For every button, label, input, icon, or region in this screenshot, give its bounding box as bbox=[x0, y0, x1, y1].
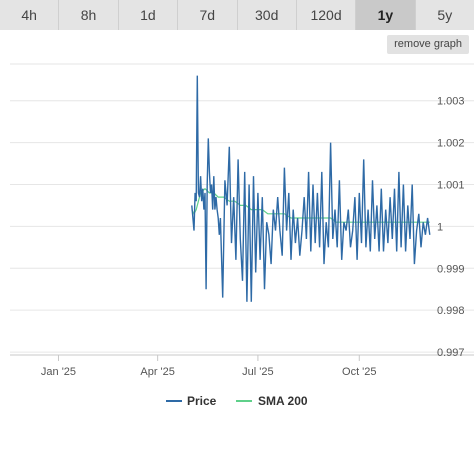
tab-1d[interactable]: 1d bbox=[118, 0, 179, 30]
x-tick-label: Apr '25 bbox=[140, 366, 175, 378]
y-tick-label: 1.001 bbox=[437, 179, 465, 191]
x-tick-label: Oct '25 bbox=[342, 366, 377, 378]
tab-120d[interactable]: 120d bbox=[296, 0, 357, 30]
grid-lines bbox=[10, 63, 474, 356]
y-tick-label: 1.003 bbox=[437, 96, 465, 108]
y-tick-label: 0.998 bbox=[437, 305, 465, 317]
x-tick-label: Jan '25 bbox=[41, 366, 76, 378]
x-axis-ticks: Jan '25 Apr '25 Jul '25 Oct '25 bbox=[41, 355, 377, 378]
remove-graph-button[interactable]: remove graph bbox=[387, 35, 469, 54]
tab-4h[interactable]: 4h bbox=[0, 0, 60, 30]
y-tick-label: 0.997 bbox=[437, 347, 465, 359]
x-tick-label: Jul '25 bbox=[242, 366, 273, 378]
sma-200-series-line bbox=[191, 187, 430, 223]
y-axis-ticks: 0.997 0.998 0.999 1 1.001 1.002 1.003 bbox=[437, 96, 465, 359]
tab-5y[interactable]: 5y bbox=[415, 0, 474, 30]
y-tick-label: 0.999 bbox=[437, 263, 465, 275]
price-chart: 0.997 0.998 0.999 1 1.001 1.002 1.003 Jan '25 A… bbox=[10, 63, 474, 408]
tab-30d[interactable]: 30d bbox=[237, 0, 297, 30]
timeframe-tabs: 4h 8h 1d 7d 30d 120d 1y 5y bbox=[0, 0, 474, 30]
tab-8h[interactable]: 8h bbox=[59, 0, 119, 30]
legend-sma-label[interactable]: SMA 200 bbox=[258, 394, 308, 408]
tab-1y[interactable]: 1y bbox=[356, 0, 416, 30]
y-tick-label: 1.002 bbox=[437, 138, 465, 150]
chart-legend: Price SMA 200 bbox=[166, 394, 308, 408]
legend-price-label[interactable]: Price bbox=[187, 394, 217, 408]
y-tick-label: 1 bbox=[437, 221, 443, 233]
price-series-line bbox=[191, 75, 431, 302]
tab-7d[interactable]: 7d bbox=[178, 0, 238, 30]
